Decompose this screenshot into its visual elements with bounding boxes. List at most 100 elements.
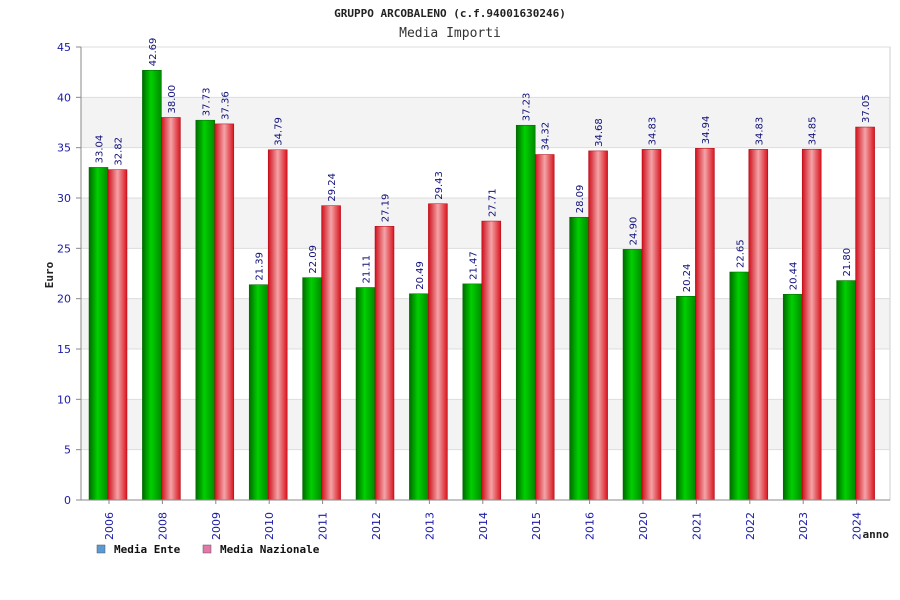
data-label-media-nazionale-2013: 29.43	[434, 171, 445, 200]
data-label-media-ente-2006: 33.04	[95, 135, 106, 164]
data-label-media-ente-2013: 20.49	[415, 261, 426, 290]
bar-media-ente-2008	[142, 70, 162, 501]
legend: Media Ente Media Nazionale	[96, 543, 320, 556]
data-label-media-nazionale-2011: 29.24	[327, 173, 338, 202]
bar-media-nazionale-2015	[534, 154, 555, 501]
legend-label-media-nazionale: Media Nazionale	[220, 543, 320, 556]
legend-item-media-nazionale: Media Nazionale	[202, 543, 320, 556]
data-label-media-nazionale-2008: 38.00	[167, 85, 178, 114]
x-tick-label-2024: 2024	[851, 512, 864, 540]
x-tick-label-2008: 2008	[156, 512, 169, 540]
bar-media-ente-2021	[676, 296, 696, 501]
bar-media-ente-2009	[195, 119, 216, 501]
y-tick-label: 0	[64, 494, 71, 507]
bar-media-ente-2020	[622, 249, 643, 501]
data-label-media-ente-2009: 37.73	[201, 88, 212, 117]
bar-media-nazionale-2013	[428, 203, 448, 501]
data-label-media-nazionale-2015: 34.32	[541, 122, 552, 151]
legend-swatch-media-ente	[96, 544, 106, 554]
y-axis-label: Euro	[43, 261, 56, 288]
bar-media-ente-2011	[302, 277, 322, 501]
y-tick-label: 25	[57, 242, 71, 255]
data-label-media-ente-2010: 21.39	[255, 252, 266, 281]
x-tick-label-2009: 2009	[210, 512, 223, 540]
data-label-media-ente-2020: 24.90	[629, 217, 640, 246]
bar-media-nazionale-2024	[855, 126, 875, 501]
bar-media-nazionale-2008	[161, 117, 181, 501]
data-label-media-ente-2012: 21.11	[362, 255, 373, 284]
y-tick-label: 5	[64, 444, 71, 457]
x-tick-label-2020: 2020	[637, 512, 650, 540]
legend-label-media-ente: Media Ente	[114, 543, 181, 556]
x-tick-label-2010: 2010	[263, 512, 276, 540]
bar-media-ente-2012	[355, 287, 376, 501]
data-label-media-nazionale-2022: 34.83	[754, 117, 765, 146]
data-label-media-ente-2024: 21.80	[842, 248, 853, 277]
x-tick-label-2011: 2011	[317, 512, 330, 540]
x-tick-label-2015: 2015	[530, 512, 543, 540]
bar-media-ente-2013	[409, 293, 429, 501]
bar-media-nazionale-2011	[321, 205, 341, 501]
data-label-media-nazionale-2010: 34.79	[274, 117, 285, 146]
bar-media-ente-2010	[248, 284, 269, 501]
y-tick-label: 45	[57, 41, 71, 54]
x-tick-label-2013: 2013	[423, 512, 436, 540]
x-tick-label-2012: 2012	[370, 512, 383, 540]
data-label-media-ente-2014: 21.47	[468, 251, 479, 280]
y-tick-label: 15	[57, 343, 71, 356]
data-label-media-nazionale-2014: 27.71	[487, 188, 498, 217]
bar-media-nazionale-2009	[214, 123, 235, 501]
bar-media-nazionale-2016	[588, 150, 608, 501]
data-label-media-ente-2015: 37.23	[522, 93, 533, 122]
data-label-media-ente-2011: 22.09	[308, 245, 319, 274]
x-tick-label-2006: 2006	[103, 512, 116, 540]
y-tick-label: 40	[57, 91, 71, 104]
y-tick-label: 20	[57, 293, 71, 306]
bar-media-ente-2014	[462, 283, 483, 501]
data-label-media-ente-2008: 42.69	[148, 38, 159, 67]
data-labels: 33.04 32.82 42.69 38.00 37.73 37.36 21.39 34.79…	[95, 38, 873, 293]
data-label-media-nazionale-2023: 34.85	[808, 117, 819, 146]
bar-media-nazionale-2020	[641, 149, 662, 501]
x-tick-label-2014: 2014	[477, 512, 490, 540]
bar-media-ente-2006	[88, 167, 109, 501]
bar-media-nazionale-2022	[748, 149, 769, 501]
bar-media-nazionale-2006	[107, 169, 128, 501]
bar-media-ente-2022	[729, 271, 750, 501]
data-label-media-nazionale-2020: 34.83	[648, 117, 659, 146]
data-label-media-nazionale-2021: 34.94	[701, 116, 712, 145]
legend-item-media-ente: Media Ente	[96, 543, 181, 556]
data-label-media-ente-2023: 20.44	[789, 262, 800, 291]
data-label-media-nazionale-2009: 37.36	[220, 91, 231, 120]
y-axis-ticks: 0 5 10 15 20 25 30 35 40 45	[57, 41, 81, 507]
chart-subtitle: Media Importi	[399, 26, 501, 41]
chart-title: GRUPPO ARCOBALENO (c.f.94001630246)	[334, 7, 566, 20]
y-tick-label: 10	[57, 393, 71, 406]
x-tick-label-2022: 2022	[744, 512, 757, 540]
x-tick-label-2021: 2021	[690, 512, 703, 540]
x-tick-label-2023: 2023	[797, 512, 810, 540]
y-tick-label: 30	[57, 192, 71, 205]
bar-media-nazionale-2023	[801, 148, 822, 501]
bar-media-nazionale-2021	[695, 148, 715, 501]
bars	[88, 70, 875, 501]
bar-media-ente-2024	[836, 280, 856, 501]
bar-media-nazionale-2010	[267, 149, 288, 501]
data-label-media-nazionale-2016: 34.68	[594, 118, 605, 147]
legend-swatch-media-nazionale	[202, 544, 212, 554]
data-label-media-nazionale-2012: 27.19	[381, 194, 392, 223]
data-label-media-ente-2021: 20.24	[682, 264, 693, 293]
bar-media-ente-2023	[782, 293, 803, 501]
bar-media-nazionale-2012	[374, 226, 395, 501]
bar-media-ente-2015	[515, 124, 536, 501]
data-label-media-nazionale-2024: 37.05	[861, 94, 872, 123]
data-label-media-ente-2022: 22.65	[735, 239, 746, 268]
bar-media-nazionale-2014	[481, 220, 502, 501]
data-label-media-nazionale-2006: 32.82	[114, 137, 125, 166]
data-label-media-ente-2016: 28.09	[575, 185, 586, 214]
y-tick-label: 35	[57, 142, 71, 155]
x-axis-label: anno	[863, 528, 890, 541]
x-axis-ticks: 2006 2008 2009 2010 2011 2012 2013 2014 2015 2016…	[103, 500, 864, 540]
bar-media-ente-2016	[569, 216, 589, 501]
